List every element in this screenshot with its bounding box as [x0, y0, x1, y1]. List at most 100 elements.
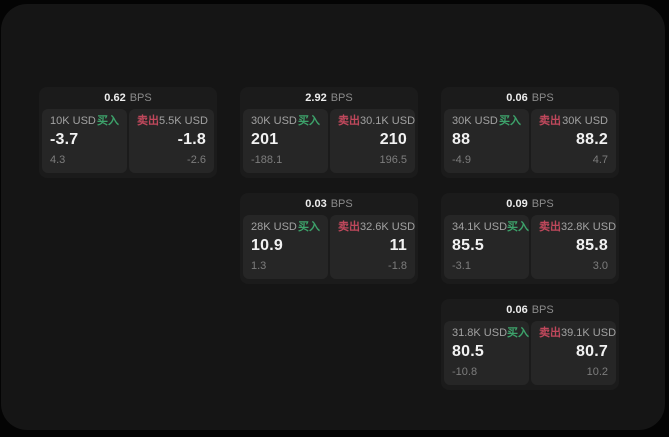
sell-side-label: 卖出: [137, 115, 159, 127]
quote-panels: 30K USD 买入 88 -4.9 卖出 30K USD 88.2 4.7: [441, 109, 619, 178]
buy-size-label: 30K USD: [452, 115, 498, 127]
quote-panels: 30K USD 买入 201 -188.1 卖出 30.1K USD 210 1…: [240, 109, 418, 178]
quote-card: 0.06 BPS 30K USD 买入 88 -4.9 卖出 30K USD 8…: [441, 87, 619, 178]
spread-value: 0.09: [506, 197, 528, 210]
quote-card: 0.03 BPS 28K USD 买入 10.9 1.3 卖出 32.6K US…: [240, 193, 418, 284]
spread-value: 0.06: [506, 91, 528, 104]
sell-panel-header: 卖出 39.1K USD: [539, 327, 616, 340]
quote-panels: 10K USD 买入 -3.7 4.3 卖出 5.5K USD -1.8 -2.…: [39, 109, 217, 178]
sell-size-label: 32.6K USD: [360, 221, 416, 233]
sell-sub-value: 10.2: [586, 366, 608, 378]
buy-side-label: 买入: [507, 327, 530, 339]
app-surface: 0.62 BPS 10K USD 买入 -3.7 4.3 卖出 5.5K USD…: [1, 4, 665, 430]
sell-sub-value: 3.0: [592, 260, 608, 272]
bps-label: BPS: [330, 197, 353, 210]
buy-panel[interactable]: 10K USD 买入 -3.7 4.3: [42, 109, 127, 173]
buy-panel[interactable]: 30K USD 买入 88 -4.9: [444, 109, 529, 173]
spread-value: 0.03: [305, 197, 327, 210]
sell-panel[interactable]: 卖出 32.8K USD 85.8 3.0: [531, 215, 616, 279]
sell-panel[interactable]: 卖出 5.5K USD -1.8 -2.6: [129, 109, 214, 173]
buy-price: 80.5: [452, 343, 484, 360]
sell-price: 85.8: [576, 237, 608, 254]
buy-size-label: 10K USD: [50, 115, 96, 127]
buy-sub-value: 4.3: [50, 154, 66, 166]
sell-sub-value: -2.6: [187, 154, 206, 166]
sell-side-label: 卖出: [539, 115, 561, 127]
sell-sub-value: 4.7: [592, 154, 608, 166]
sell-sub-value: -1.8: [388, 260, 407, 272]
sell-panel-header: 卖出 30K USD: [539, 115, 608, 128]
sell-price: -1.8: [177, 131, 206, 148]
sell-price: 80.7: [576, 343, 608, 360]
spread-value: 2.92: [305, 91, 327, 104]
buy-size-label: 34.1K USD: [452, 221, 508, 233]
sell-side-label: 卖出: [338, 115, 360, 127]
sell-panel[interactable]: 卖出 30K USD 88.2 4.7: [531, 109, 616, 173]
buy-panel[interactable]: 34.1K USD 买入 85.5 -3.1: [444, 215, 529, 279]
quote-card: 0.06 BPS 31.8K USD 买入 80.5 -10.8 卖出 39.1…: [441, 299, 619, 390]
buy-panel[interactable]: 30K USD 买入 201 -188.1: [243, 109, 328, 173]
buy-sub-value: 1.3: [251, 260, 267, 272]
buy-panel-header: 28K USD 买入: [251, 221, 320, 234]
sell-side-label: 卖出: [539, 327, 561, 339]
spread-header: 0.09 BPS: [441, 193, 619, 215]
sell-panel[interactable]: 卖出 30.1K USD 210 196.5: [330, 109, 415, 173]
buy-panel-header: 31.8K USD 买入: [452, 327, 529, 340]
sell-size-label: 32.8K USD: [561, 221, 617, 233]
buy-size-label: 30K USD: [251, 115, 297, 127]
buy-panel[interactable]: 31.8K USD 买入 80.5 -10.8: [444, 321, 529, 385]
buy-price: 201: [251, 131, 279, 148]
spread-value: 0.62: [104, 91, 126, 104]
sell-price: 210: [379, 131, 407, 148]
buy-panel-header: 10K USD 买入: [50, 115, 119, 128]
bps-label: BPS: [531, 303, 554, 316]
buy-size-label: 28K USD: [251, 221, 297, 233]
spread-header: 2.92 BPS: [240, 87, 418, 109]
buy-side-label: 买入: [97, 115, 119, 127]
bps-label: BPS: [129, 91, 152, 104]
spread-header: 0.06 BPS: [441, 87, 619, 109]
sell-panel[interactable]: 卖出 32.6K USD 11 -1.8: [330, 215, 415, 279]
sell-size-label: 30K USD: [562, 115, 608, 127]
buy-side-label: 买入: [507, 221, 530, 233]
sell-panel-header: 卖出 32.6K USD: [338, 221, 415, 234]
buy-side-label: 买入: [298, 115, 320, 127]
sell-price: 11: [389, 237, 407, 254]
sell-panel[interactable]: 卖出 39.1K USD 80.7 10.2: [531, 321, 616, 385]
buy-sub-value: -188.1: [251, 154, 283, 166]
sell-price: 88.2: [576, 131, 608, 148]
bps-label: BPS: [531, 197, 554, 210]
quote-panels: 34.1K USD 买入 85.5 -3.1 卖出 32.8K USD 85.8…: [441, 215, 619, 284]
buy-price: 85.5: [452, 237, 484, 254]
buy-panel-header: 30K USD 买入: [452, 115, 521, 128]
bps-label: BPS: [330, 91, 353, 104]
buy-side-label: 买入: [499, 115, 521, 127]
quote-card: 2.92 BPS 30K USD 买入 201 -188.1 卖出 30.1K …: [240, 87, 418, 178]
quote-panels: 31.8K USD 买入 80.5 -10.8 卖出 39.1K USD 80.…: [441, 321, 619, 390]
spread-value: 0.06: [506, 303, 528, 316]
quote-card: 0.09 BPS 34.1K USD 买入 85.5 -3.1 卖出 32.8K…: [441, 193, 619, 284]
spread-header: 0.06 BPS: [441, 299, 619, 321]
sell-size-label: 39.1K USD: [561, 327, 617, 339]
quote-card: 0.62 BPS 10K USD 买入 -3.7 4.3 卖出 5.5K USD…: [39, 87, 217, 178]
buy-price: 88: [452, 131, 471, 148]
sell-sub-value: 196.5: [379, 154, 407, 166]
quotes-grid: 0.62 BPS 10K USD 买入 -3.7 4.3 卖出 5.5K USD…: [39, 87, 619, 390]
sell-panel-header: 卖出 5.5K USD: [137, 115, 208, 128]
spread-header: 0.62 BPS: [39, 87, 217, 109]
bps-label: BPS: [531, 91, 554, 104]
buy-side-label: 买入: [298, 221, 320, 233]
buy-panel-header: 34.1K USD 买入: [452, 221, 529, 234]
buy-sub-value: -3.1: [452, 260, 471, 272]
sell-panel-header: 卖出 30.1K USD: [338, 115, 415, 128]
buy-price: 10.9: [251, 237, 283, 254]
buy-panel-header: 30K USD 买入: [251, 115, 320, 128]
sell-panel-header: 卖出 32.8K USD: [539, 221, 616, 234]
buy-sub-value: -10.8: [452, 366, 478, 378]
sell-side-label: 卖出: [539, 221, 561, 233]
sell-size-label: 5.5K USD: [159, 115, 208, 127]
quote-panels: 28K USD 买入 10.9 1.3 卖出 32.6K USD 11 -1.8: [240, 215, 418, 284]
buy-size-label: 31.8K USD: [452, 327, 508, 339]
buy-sub-value: -4.9: [452, 154, 471, 166]
buy-panel[interactable]: 28K USD 买入 10.9 1.3: [243, 215, 328, 279]
